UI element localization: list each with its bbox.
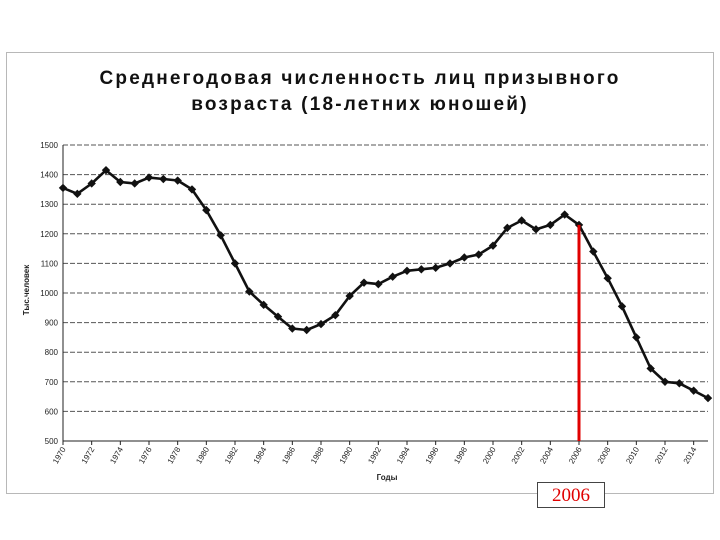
data-point [216, 231, 225, 240]
data-point [359, 278, 369, 287]
x-tick-label: 2008 [596, 445, 613, 465]
data-point [331, 311, 340, 320]
data-point [503, 223, 512, 233]
x-tick-label: 1992 [366, 445, 383, 465]
data-point [617, 302, 627, 311]
x-tick-label: 1996 [424, 445, 441, 465]
data-point [560, 210, 569, 219]
data-point [632, 333, 641, 342]
data-point [58, 183, 68, 193]
data-point [116, 177, 125, 187]
data-point [675, 379, 684, 388]
data-point [445, 259, 455, 268]
x-tick-label: 1978 [166, 445, 183, 465]
data-point [259, 300, 268, 310]
x-tick-label: 1976 [137, 445, 154, 465]
x-tick-label: 2010 [624, 445, 641, 465]
series-line [62, 168, 709, 400]
data-point [431, 263, 440, 273]
x-tick-label: 1972 [80, 445, 97, 465]
year-marker-label: 2006 [537, 482, 605, 508]
y-tick-label: 1200 [40, 230, 58, 239]
y-tick-label: 900 [45, 319, 59, 328]
y-tick-label: 1400 [40, 171, 58, 180]
y-tick-label: 1100 [41, 259, 59, 268]
gridlines [63, 144, 708, 412]
chart-frame [6, 52, 714, 494]
x-tick-label: 1994 [395, 445, 412, 465]
data-point [87, 179, 96, 188]
y-tick-label: 1000 [40, 289, 58, 298]
data-point [417, 265, 426, 274]
data-point [374, 279, 383, 289]
y-axis-label: Тыс.человек [22, 264, 31, 316]
y-tick-label: 1300 [40, 200, 58, 209]
y-tick-label: 500 [45, 437, 59, 446]
data-point [144, 173, 154, 182]
data-point [159, 174, 168, 184]
data-point [273, 312, 283, 321]
x-tick-label: 1986 [280, 445, 297, 465]
series [58, 165, 713, 403]
chart-title: Среднегодовая численность лиц призывного… [99, 68, 621, 115]
x-tick-label: 1988 [309, 445, 326, 465]
x-tick-label: 2002 [510, 445, 527, 465]
data-point [488, 241, 498, 250]
y-tick-label: 600 [45, 407, 59, 416]
data-point [546, 220, 555, 230]
data-point [402, 266, 412, 275]
data-point [660, 377, 670, 386]
data-point [603, 274, 612, 283]
y-tick-label: 1500 [40, 141, 58, 150]
axes [62, 145, 708, 445]
tick-labels: 500 600 700 800 900 1000 1100 1200 1300 1400 1500 1… [40, 141, 698, 465]
x-tick-label: 2000 [481, 445, 498, 465]
data-point [388, 272, 397, 281]
x-tick-label: 1970 [51, 445, 68, 465]
x-tick-label: 2006 [567, 445, 584, 465]
data-point [531, 225, 541, 234]
data-point [474, 250, 483, 259]
data-point [288, 324, 297, 333]
y-tick-label: 700 [45, 378, 59, 387]
data-point [101, 165, 111, 175]
x-tick-label: 1982 [223, 445, 240, 465]
y-tick-label: 800 [45, 348, 59, 357]
data-point [245, 287, 254, 296]
x-tick-label: 2004 [538, 445, 555, 465]
data-point [130, 179, 139, 188]
data-point [589, 247, 598, 256]
data-point [345, 291, 354, 301]
data-point [316, 319, 326, 329]
x-axis-label: Годы [377, 473, 398, 482]
data-point [230, 259, 240, 268]
data-point [73, 189, 82, 199]
data-point [173, 176, 182, 185]
data-point [202, 205, 211, 215]
x-tick-label: 2012 [653, 445, 670, 465]
x-tick-label: 2014 [682, 445, 699, 465]
data-point [302, 325, 311, 335]
data-point [460, 253, 469, 262]
x-tick-label: 1980 [194, 445, 211, 465]
x-tick-label: 1990 [338, 445, 355, 465]
x-tick-label: 1974 [108, 445, 125, 465]
x-tick-label: 1984 [252, 445, 269, 465]
data-point [689, 386, 698, 395]
x-tick-label: 1998 [452, 445, 469, 465]
data-point [703, 393, 713, 403]
data-point [646, 364, 655, 373]
data-point [517, 216, 526, 225]
data-point [187, 185, 197, 194]
